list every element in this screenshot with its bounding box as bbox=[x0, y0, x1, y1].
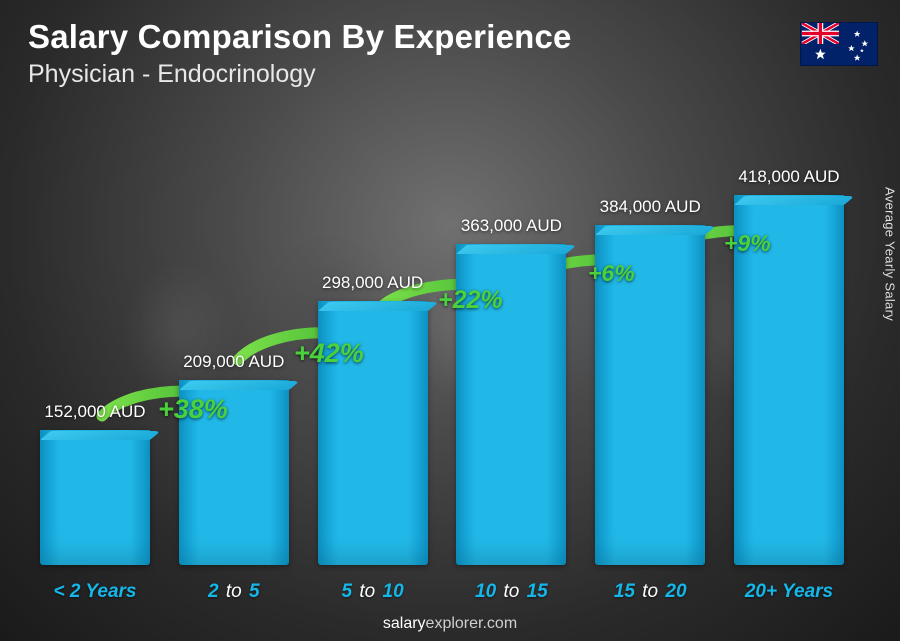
bar-value-label: 384,000 AUD bbox=[600, 197, 701, 217]
bars-container: 152,000 AUD 209,000 AUD 298,000 AUD 363,000… bbox=[30, 120, 854, 565]
bar-top-face bbox=[40, 431, 161, 440]
percent-increase-label: +42% bbox=[294, 338, 364, 369]
salary-bar-chart: 152,000 AUD 209,000 AUD 298,000 AUD 363,000… bbox=[30, 120, 854, 565]
australia-flag-icon bbox=[800, 22, 878, 66]
bar-value-label: 418,000 AUD bbox=[738, 167, 839, 187]
header: Salary Comparison By Experience Physicia… bbox=[28, 18, 572, 89]
y-axis-label: Average Yearly Salary bbox=[883, 187, 898, 321]
bar-value-label: 363,000 AUD bbox=[461, 216, 562, 236]
page-title: Salary Comparison By Experience bbox=[28, 18, 572, 56]
x-axis-label: 20+ Years bbox=[730, 581, 848, 603]
percent-increase-label: +6% bbox=[588, 260, 635, 287]
footer-suffix: explorer.com bbox=[426, 615, 518, 632]
bar-value-label: 209,000 AUD bbox=[183, 352, 284, 372]
bar: 209,000 AUD bbox=[175, 352, 293, 565]
x-axis-label: 5 to 10 bbox=[314, 581, 432, 603]
bar-value-label: 152,000 AUD bbox=[44, 402, 145, 422]
bar-top-face bbox=[734, 196, 855, 205]
percent-increase-label: +22% bbox=[438, 286, 503, 315]
bar: 418,000 AUD bbox=[730, 167, 848, 565]
bar: 363,000 AUD bbox=[452, 216, 570, 565]
percent-increase-label: +9% bbox=[724, 230, 771, 257]
bar: 152,000 AUD bbox=[36, 402, 154, 565]
x-axis-label: 15 to 20 bbox=[591, 581, 709, 603]
bar-front-face bbox=[40, 430, 150, 565]
bar-top-face bbox=[179, 381, 300, 390]
x-axis-labels: < 2 Years 2 to 5 5 to 10 10 to 15 15 to 20 20… bbox=[30, 581, 854, 603]
x-axis-label: 2 to 5 bbox=[175, 581, 293, 603]
x-axis-label: 10 to 15 bbox=[452, 581, 570, 603]
bar: 384,000 AUD bbox=[591, 197, 709, 565]
bar-top-face bbox=[318, 302, 439, 311]
x-axis-label: < 2 Years bbox=[36, 581, 154, 603]
bar-value-label: 298,000 AUD bbox=[322, 273, 423, 293]
bar: 298,000 AUD bbox=[314, 273, 432, 565]
bar-top-face bbox=[456, 245, 577, 254]
footer-attribution: salaryexplorer.com bbox=[0, 615, 900, 633]
bar-top-face bbox=[595, 226, 716, 235]
footer-prefix: salary bbox=[383, 615, 426, 632]
page-subtitle: Physician - Endocrinology bbox=[28, 60, 572, 89]
percent-increase-label: +38% bbox=[158, 394, 228, 425]
